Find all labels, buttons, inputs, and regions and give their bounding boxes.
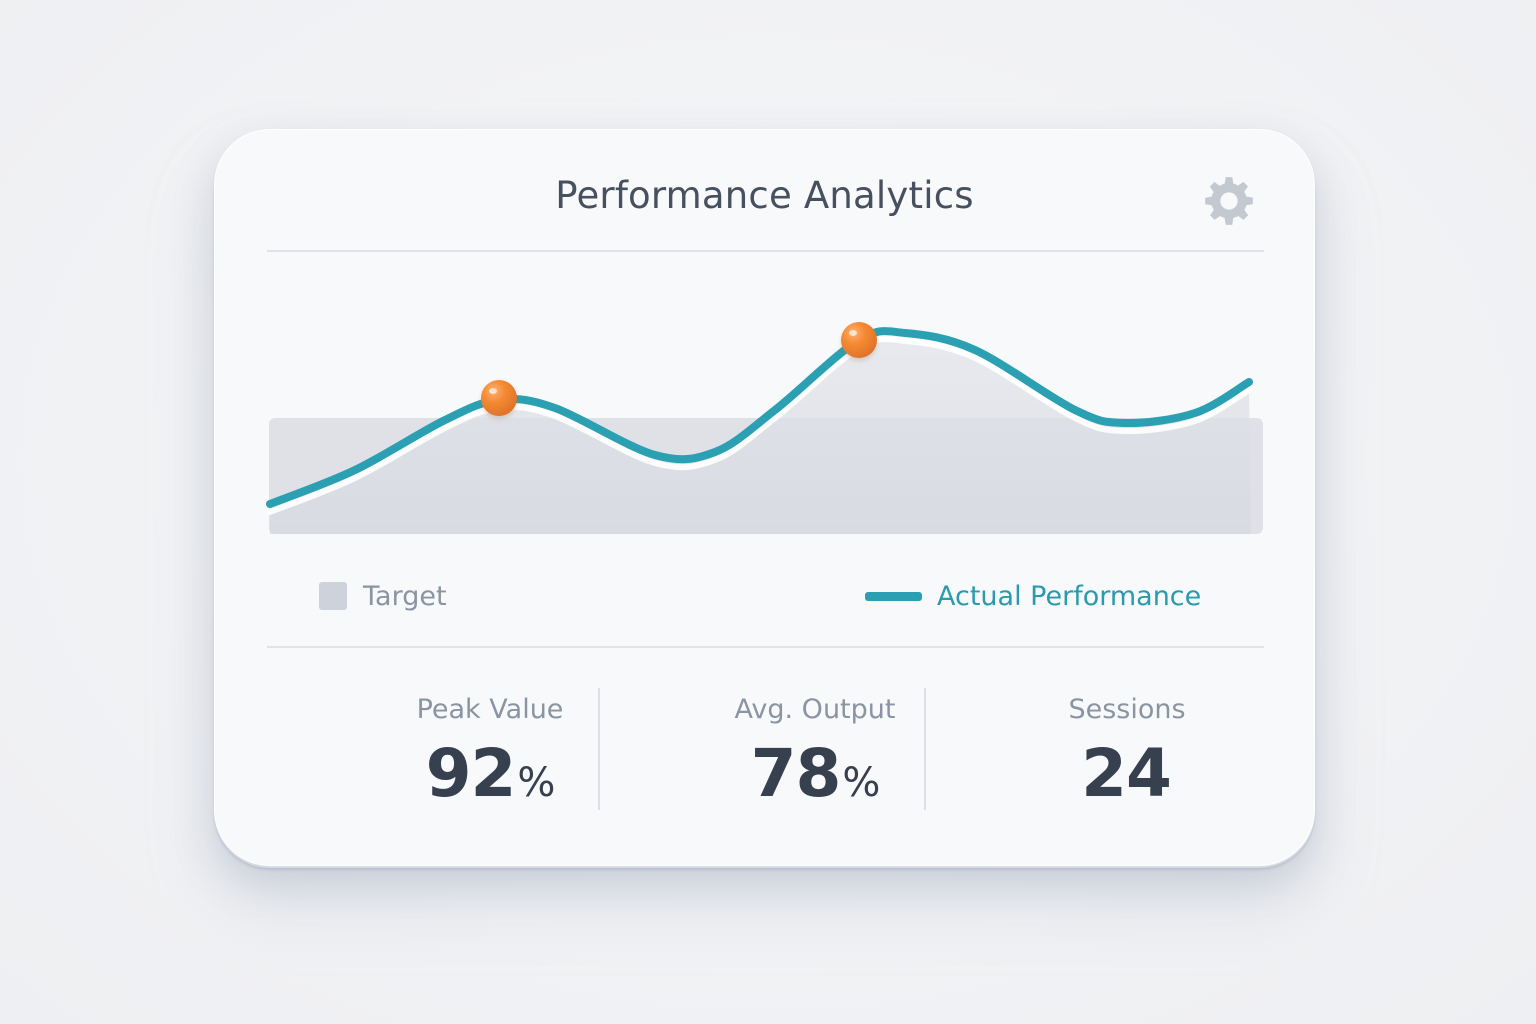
gear-icon[interactable] bbox=[1203, 175, 1255, 227]
card-title: Performance Analytics bbox=[555, 174, 974, 217]
legend-actual[interactable]: Actual Performance bbox=[865, 576, 1201, 616]
target-band bbox=[269, 418, 1263, 534]
analytics-card: Performance Analytics bbox=[214, 129, 1315, 866]
stat-value: 24 bbox=[1081, 735, 1172, 812]
legend-actual-label: Actual Performance bbox=[937, 580, 1202, 612]
stat-label: Peak Value bbox=[416, 694, 564, 725]
stat-value: 92% bbox=[425, 735, 556, 812]
stat-label: Sessions bbox=[1068, 694, 1186, 725]
line-highlight bbox=[267, 336, 1252, 515]
actual-performance-line bbox=[266, 327, 1253, 508]
stats-divider bbox=[267, 646, 1264, 648]
stats-row: Peak Value 92% Avg. Output 78% Sessions … bbox=[267, 670, 1264, 820]
legend-target-label: Target bbox=[363, 580, 447, 612]
stat-label: Avg. Output bbox=[734, 694, 896, 725]
actual-area-fill bbox=[270, 341, 1251, 534]
header-divider bbox=[267, 250, 1264, 252]
stat-sessions: Sessions 24 bbox=[977, 670, 1277, 820]
target-swatch-icon bbox=[319, 582, 347, 610]
stat-avg-output: Avg. Output 78% bbox=[652, 670, 978, 820]
legend-target[interactable]: Target bbox=[319, 576, 447, 616]
peak-marker-icon[interactable] bbox=[841, 322, 877, 361]
peak-marker-icon[interactable] bbox=[481, 380, 517, 419]
stat-separator bbox=[598, 688, 600, 810]
stat-value: 78% bbox=[750, 735, 881, 812]
stat-peak-value: Peak Value 92% bbox=[327, 670, 653, 820]
actual-swatch-icon bbox=[865, 591, 922, 601]
stat-separator bbox=[924, 688, 926, 810]
